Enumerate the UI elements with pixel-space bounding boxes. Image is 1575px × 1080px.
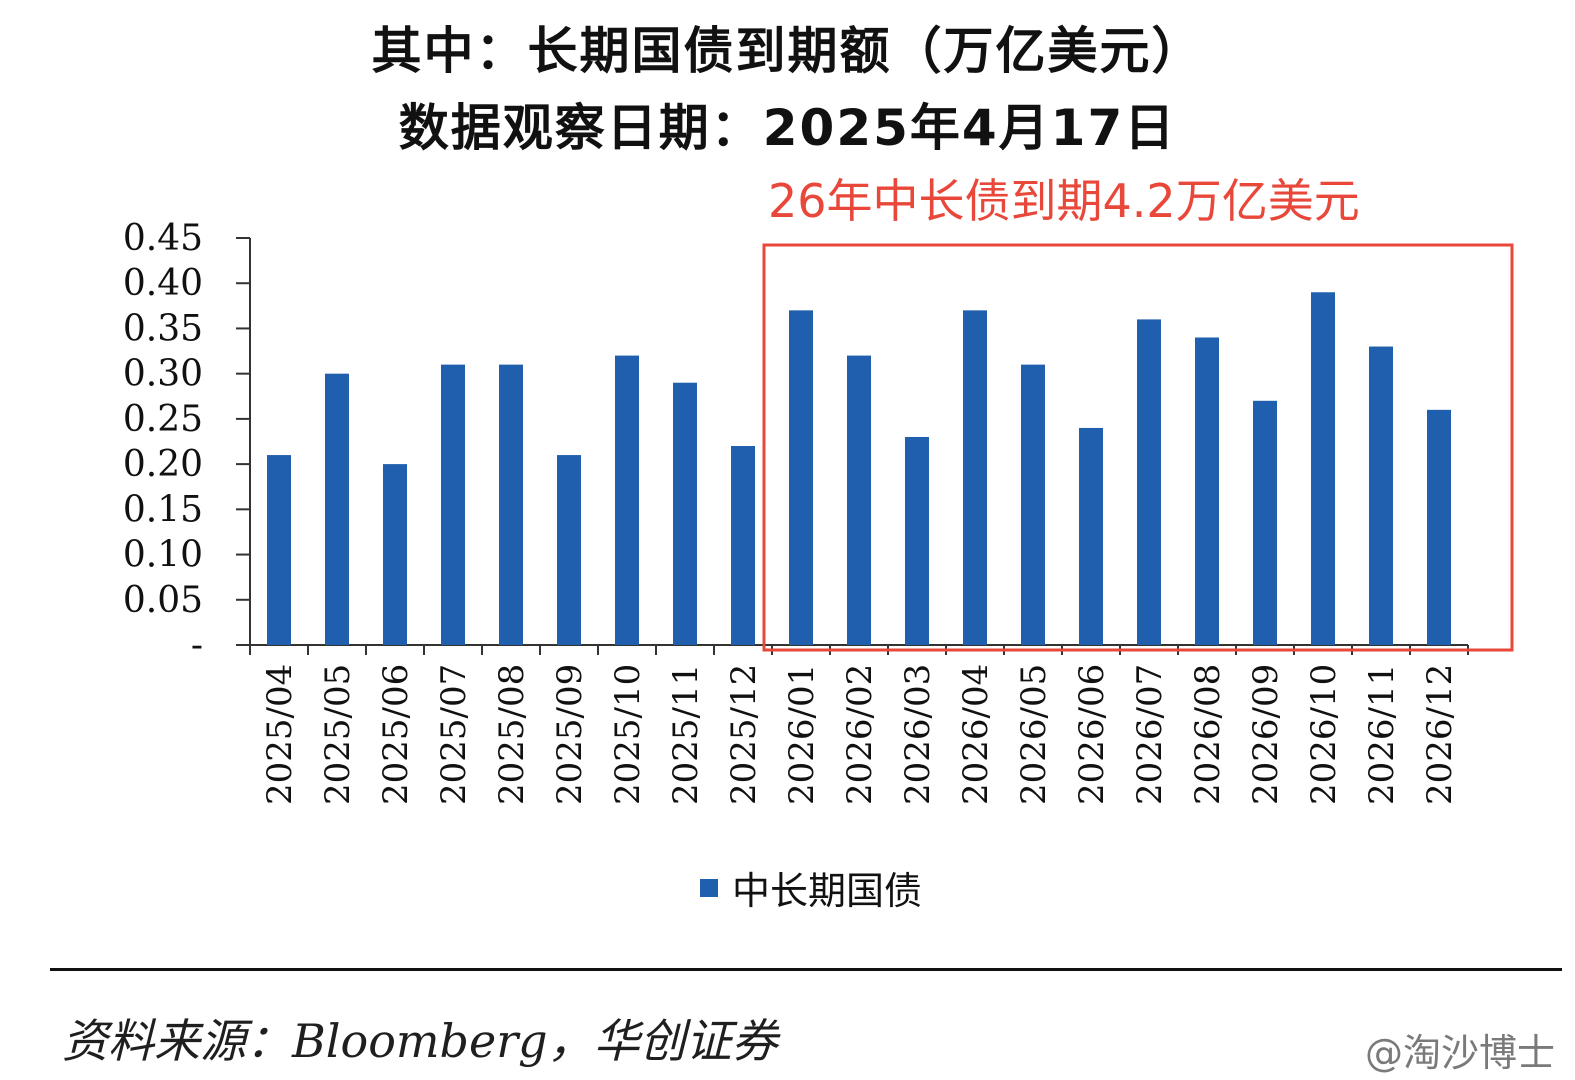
x-tick-label: 2025/12 <box>724 664 764 805</box>
bar <box>1079 427 1103 645</box>
bar <box>1369 346 1393 645</box>
x-tick-label: 2026/11 <box>1362 664 1402 805</box>
x-tick-label: 2025/04 <box>260 664 300 805</box>
y-tick-label: - <box>191 625 203 666</box>
x-tick-label: 2026/06 <box>1072 664 1112 805</box>
x-tick-label: 2026/09 <box>1246 664 1286 805</box>
bar <box>789 310 813 645</box>
chart-title: 其中：长期国债到期额（万亿美元） <box>371 22 1204 80</box>
bar <box>905 436 929 645</box>
x-tick-label: 2026/07 <box>1130 664 1170 805</box>
watermark: @淘沙博士 <box>1364 1031 1555 1075</box>
x-tick-label: 2026/01 <box>782 664 822 805</box>
bar <box>1253 400 1277 645</box>
x-tick-label: 2025/11 <box>666 664 706 805</box>
legend: 中长期国债 <box>700 860 922 915</box>
x-tick-label: 2025/09 <box>550 664 590 805</box>
bar <box>1195 337 1219 645</box>
x-tick-label: 2025/07 <box>434 664 474 805</box>
divider <box>50 968 1562 971</box>
x-tick-label: 2026/10 <box>1304 664 1344 805</box>
x-tick-label: 2025/08 <box>492 664 532 805</box>
y-tick-label: 0.25 <box>123 399 203 440</box>
x-tick-label: 2026/03 <box>898 664 938 805</box>
highlight-annotation: 26年中长债到期4.2万亿美元 <box>768 174 1360 228</box>
bar <box>731 446 755 645</box>
bar <box>1311 292 1335 645</box>
bar <box>557 455 581 645</box>
y-tick-label: 0.30 <box>123 354 203 395</box>
y-tick-label: 0.10 <box>123 535 203 576</box>
bar <box>1427 409 1451 645</box>
legend-swatch <box>700 878 718 897</box>
x-tick-label: 2026/08 <box>1188 664 1228 805</box>
bar <box>963 310 987 645</box>
x-tick-label: 2025/10 <box>608 664 648 805</box>
bar <box>1137 319 1161 645</box>
x-tick-label: 2025/05 <box>318 664 358 805</box>
x-tick-label: 2025/06 <box>376 664 416 805</box>
source-note: 资料来源：Bloomberg，华创证券 <box>62 1014 778 1068</box>
y-tick-label: 0.20 <box>123 444 203 485</box>
x-tick-label: 2026/12 <box>1420 664 1460 805</box>
bar <box>441 364 465 645</box>
bar <box>615 355 639 645</box>
bar <box>499 364 523 645</box>
legend-label: 中长期国债 <box>732 869 923 913</box>
y-tick-label: 0.40 <box>123 263 203 304</box>
bar-chart: -0.050.10 0.150.200.250.30 0.350.400.45 202… <box>123 218 1514 805</box>
x-tick-label: 2026/04 <box>956 664 996 805</box>
y-tick-label: 0.05 <box>123 580 203 621</box>
y-tick-label: 0.15 <box>123 489 203 530</box>
bar <box>1021 364 1045 645</box>
y-tick-label: 0.35 <box>123 308 203 349</box>
chart-subtitle: 数据观察日期：2025年4月17日 <box>398 99 1177 157</box>
x-tick-label: 2026/02 <box>840 664 880 805</box>
bar <box>847 355 871 645</box>
bar <box>325 373 349 645</box>
bar <box>383 464 407 645</box>
y-tick-label: 0.45 <box>123 218 203 259</box>
highlight-box <box>762 243 1514 652</box>
bar <box>673 382 697 645</box>
bar <box>267 455 291 645</box>
x-tick-label: 2026/05 <box>1014 664 1054 805</box>
